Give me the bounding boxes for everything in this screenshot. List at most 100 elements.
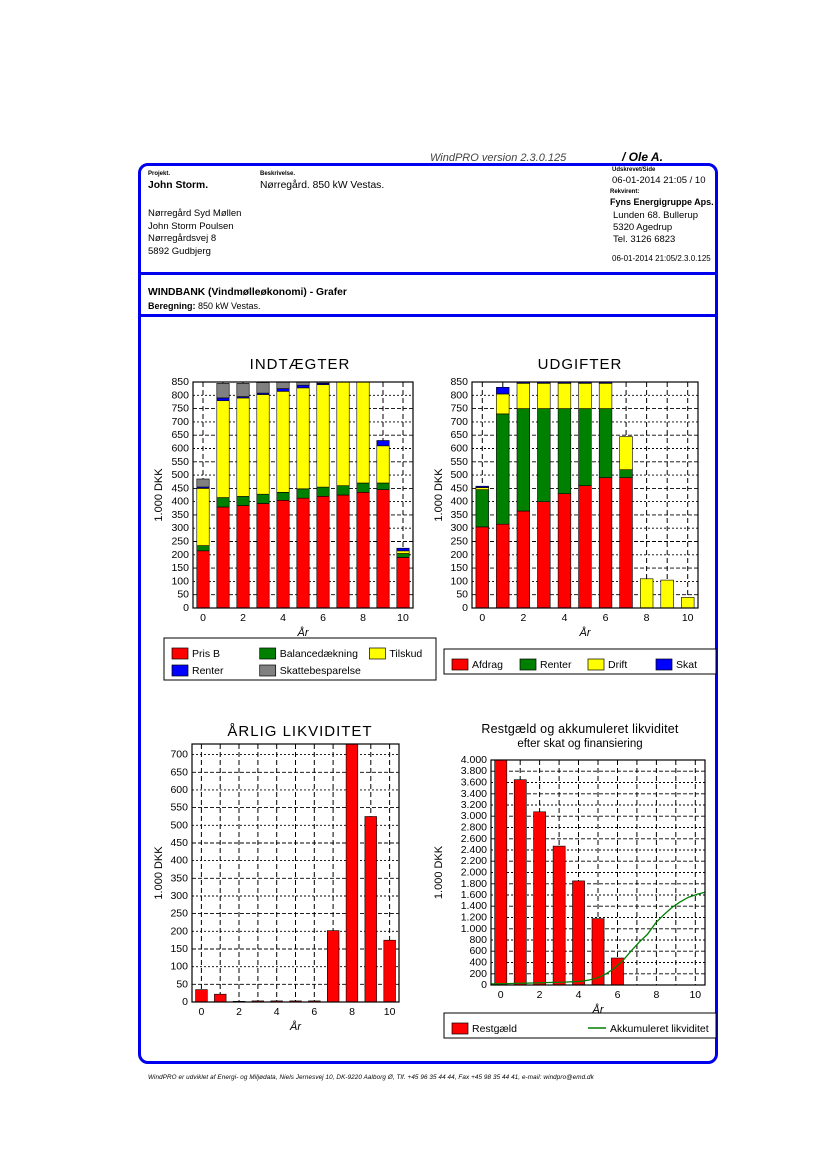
svg-text:850: 850	[171, 376, 189, 388]
svg-text:Renter: Renter	[192, 665, 224, 677]
svg-text:Skattebesparelse: Skattebesparelse	[280, 665, 361, 677]
svg-text:0: 0	[479, 612, 485, 624]
svg-text:700: 700	[171, 416, 189, 428]
svg-text:0: 0	[498, 989, 504, 1001]
svg-text:600: 600	[450, 443, 468, 455]
svg-text:UDGIFTER: UDGIFTER	[538, 356, 623, 373]
svg-text:400: 400	[450, 496, 468, 508]
svg-text:550: 550	[450, 456, 468, 468]
svg-text:100: 100	[170, 961, 188, 973]
svg-text:800: 800	[450, 389, 468, 401]
svg-text:6: 6	[311, 1006, 317, 1018]
svg-text:Afdrag: Afdrag	[472, 659, 503, 671]
svg-text:0: 0	[200, 612, 206, 624]
svg-text:500: 500	[171, 469, 189, 481]
svg-text:650: 650	[170, 766, 188, 778]
svg-text:10: 10	[384, 1006, 396, 1018]
svg-text:650: 650	[171, 429, 189, 441]
svg-text:200: 200	[469, 968, 487, 980]
svg-text:ÅRLIG LIKVIDITET: ÅRLIG LIKVIDITET	[227, 723, 372, 740]
svg-text:350: 350	[171, 509, 189, 521]
svg-text:700: 700	[170, 749, 188, 761]
svg-text:250: 250	[170, 908, 188, 920]
svg-text:2.200: 2.200	[461, 855, 487, 867]
svg-text:0: 0	[183, 602, 189, 614]
svg-text:Akkumuleret likviditet: Akkumuleret likviditet	[610, 1023, 709, 1035]
svg-text:0: 0	[182, 996, 188, 1008]
svg-text:3.200: 3.200	[461, 799, 487, 811]
svg-text:Restgæld: Restgæld	[472, 1023, 517, 1035]
svg-text:450: 450	[170, 837, 188, 849]
svg-text:2.400: 2.400	[461, 844, 487, 856]
svg-text:1.000 DKK: 1.000 DKK	[433, 468, 445, 522]
svg-text:200: 200	[170, 925, 188, 937]
svg-text:400: 400	[171, 496, 189, 508]
svg-text:Restgæld og akkumuleret likvid: Restgæld og akkumuleret likviditet	[481, 722, 678, 736]
svg-text:10: 10	[689, 989, 701, 1001]
svg-text:INDTÆGTER: INDTÆGTER	[250, 356, 351, 373]
svg-text:0: 0	[462, 602, 468, 614]
svg-text:200: 200	[171, 549, 189, 561]
svg-text:2: 2	[236, 1006, 242, 1018]
svg-text:400: 400	[170, 855, 188, 867]
svg-text:3.600: 3.600	[461, 777, 487, 789]
svg-text:300: 300	[170, 890, 188, 902]
svg-text:100: 100	[450, 575, 468, 587]
svg-text:0: 0	[481, 979, 487, 991]
svg-text:Tilskud: Tilskud	[389, 648, 422, 660]
svg-text:600: 600	[469, 945, 487, 957]
svg-text:1.000 DKK: 1.000 DKK	[433, 845, 445, 899]
svg-text:150: 150	[170, 943, 188, 955]
svg-text:4: 4	[562, 612, 568, 624]
svg-text:300: 300	[171, 522, 189, 534]
svg-text:600: 600	[170, 784, 188, 796]
svg-text:50: 50	[176, 978, 188, 990]
svg-text:1.000 DKK: 1.000 DKK	[153, 468, 165, 522]
svg-text:250: 250	[171, 536, 189, 548]
svg-text:750: 750	[171, 403, 189, 415]
svg-text:6: 6	[320, 612, 326, 624]
svg-text:4: 4	[280, 612, 286, 624]
svg-text:8: 8	[360, 612, 366, 624]
svg-text:1.400: 1.400	[461, 900, 487, 912]
svg-text:150: 150	[171, 562, 189, 574]
svg-text:8: 8	[653, 989, 659, 1001]
svg-text:2.000: 2.000	[461, 867, 487, 879]
svg-text:1.600: 1.600	[461, 889, 487, 901]
svg-text:700: 700	[450, 416, 468, 428]
svg-text:2.800: 2.800	[461, 822, 487, 834]
svg-text:450: 450	[171, 482, 189, 494]
svg-text:350: 350	[450, 509, 468, 521]
svg-text:4: 4	[576, 989, 582, 1001]
svg-text:År: År	[289, 1020, 302, 1033]
svg-text:År: År	[297, 626, 310, 639]
svg-text:4: 4	[274, 1006, 280, 1018]
svg-text:8: 8	[644, 612, 650, 624]
svg-text:400: 400	[469, 957, 487, 969]
svg-text:År: År	[579, 626, 592, 639]
svg-text:550: 550	[171, 456, 189, 468]
svg-text:efter skat og finansiering: efter skat og finansiering	[517, 738, 642, 750]
svg-text:1.800: 1.800	[461, 878, 487, 890]
svg-text:3.000: 3.000	[461, 810, 487, 822]
svg-text:750: 750	[450, 403, 468, 415]
svg-text:600: 600	[171, 443, 189, 455]
svg-text:Pris B: Pris B	[192, 648, 220, 660]
svg-text:1.200: 1.200	[461, 912, 487, 924]
svg-text:250: 250	[450, 536, 468, 548]
svg-text:2.600: 2.600	[461, 833, 487, 845]
svg-text:6: 6	[615, 989, 621, 1001]
svg-text:200: 200	[450, 549, 468, 561]
svg-text:800: 800	[469, 934, 487, 946]
svg-text:300: 300	[450, 522, 468, 534]
svg-text:4.000: 4.000	[461, 754, 487, 766]
svg-text:500: 500	[450, 469, 468, 481]
svg-text:6: 6	[603, 612, 609, 624]
svg-text:Drift: Drift	[608, 659, 627, 671]
svg-text:550: 550	[170, 802, 188, 814]
svg-text:2: 2	[520, 612, 526, 624]
svg-text:50: 50	[177, 589, 189, 601]
svg-text:650: 650	[450, 429, 468, 441]
svg-text:350: 350	[170, 872, 188, 884]
svg-text:2: 2	[537, 989, 543, 1001]
